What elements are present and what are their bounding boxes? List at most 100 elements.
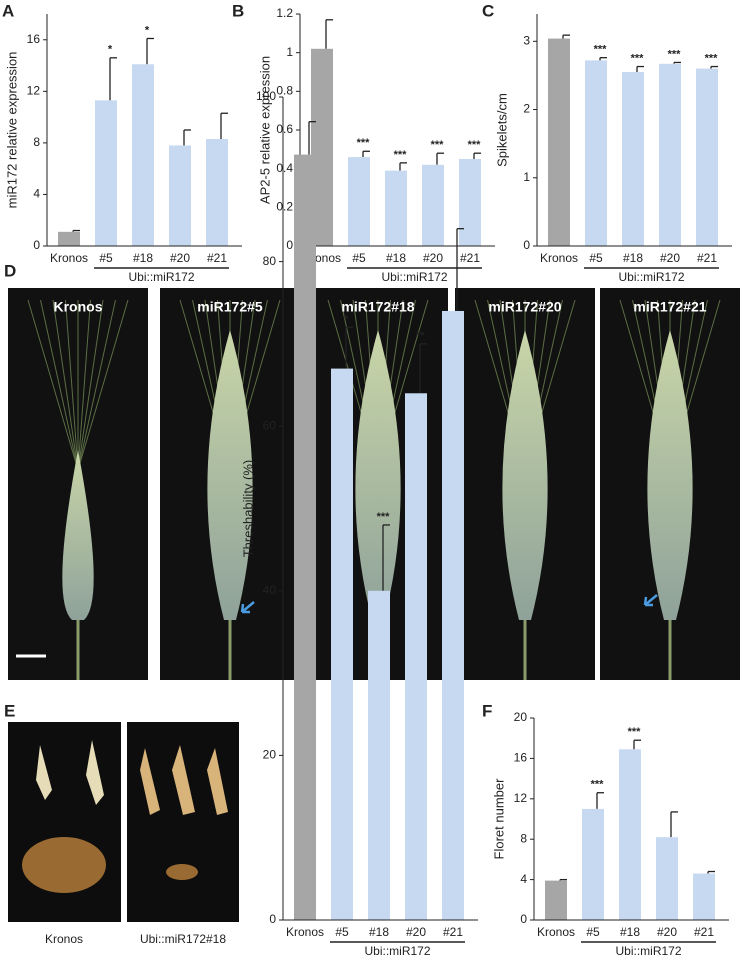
bar — [693, 873, 715, 920]
y-tick-label: 0.4 — [276, 161, 293, 175]
y-axis-label: Floret number — [491, 778, 506, 860]
x-tick-label: #5 — [99, 251, 113, 265]
significance: *** — [431, 139, 445, 151]
y-tick-label: 100 — [256, 89, 276, 103]
panel-letter: E — [4, 701, 15, 720]
awn — [40, 299, 79, 471]
x-tick-label: #18 — [620, 925, 640, 939]
y-tick-label: 3 — [523, 33, 530, 47]
bar — [294, 154, 316, 921]
x-tick-label: Kronos — [537, 925, 575, 939]
y-tick-label: 2 — [523, 102, 530, 116]
photo-label: miR172#18 — [341, 299, 414, 315]
bar — [169, 145, 191, 246]
x-tick-label: #5 — [589, 251, 603, 265]
photo — [127, 722, 239, 922]
y-tick-label: 12 — [514, 791, 528, 805]
x-tick-label: #18 — [623, 251, 643, 265]
bar — [405, 393, 427, 920]
photo-label: miR172#20 — [488, 299, 561, 315]
y-tick-label: 8 — [33, 135, 40, 149]
significance: *** — [628, 726, 642, 738]
y-tick-label: 8 — [520, 831, 527, 845]
panel-letter: B — [232, 1, 244, 20]
arrow — [240, 601, 255, 614]
x-tick-label: #21 — [207, 251, 227, 265]
x-tick-label: #20 — [423, 251, 443, 265]
y-axis-label: AP2-5 relative expression — [257, 56, 272, 204]
photo-label: Kronos — [54, 299, 103, 315]
group-label: Ubi::miR172 — [615, 944, 681, 958]
panel-letter: A — [2, 1, 14, 20]
bar — [548, 38, 570, 247]
x-tick-label: #20 — [406, 925, 426, 939]
bar — [311, 48, 333, 246]
awn — [52, 299, 79, 471]
significance: * — [108, 44, 113, 56]
bar — [331, 368, 353, 921]
significance: *** — [394, 149, 408, 161]
spike — [207, 330, 253, 620]
bar — [422, 164, 444, 246]
y-tick-label: 0 — [523, 238, 530, 252]
y-tick-label: 1 — [286, 45, 293, 59]
x-tick-label: #18 — [386, 251, 406, 265]
x-tick-label: #5 — [335, 925, 349, 939]
bar — [459, 159, 481, 246]
significance: *** — [668, 48, 682, 60]
y-tick-label: 0.2 — [276, 200, 293, 214]
grains — [166, 864, 198, 880]
bar — [442, 310, 464, 921]
awn — [77, 299, 91, 471]
y-tick-label: 0.6 — [276, 122, 293, 136]
awn — [77, 299, 116, 471]
y-tick-label: 12 — [27, 84, 41, 98]
x-tick-label: #20 — [660, 251, 680, 265]
y-tick-label: 60 — [263, 418, 277, 432]
x-tick-label: #21 — [443, 925, 463, 939]
y-tick-label: 20 — [263, 748, 277, 762]
bar — [132, 64, 154, 247]
spikelet — [36, 740, 104, 805]
x-tick-label: #21 — [460, 251, 480, 265]
x-tick-label: #5 — [352, 251, 366, 265]
panel-letter: C — [482, 1, 494, 20]
y-tick-label: 16 — [514, 751, 528, 765]
arrow — [643, 594, 658, 607]
bar — [206, 139, 228, 246]
awn — [77, 299, 129, 471]
x-tick-label: #18 — [369, 925, 389, 939]
x-tick-label: #5 — [586, 925, 600, 939]
photo-label: miR172#21 — [633, 299, 706, 315]
bar — [585, 60, 607, 247]
bar — [622, 72, 644, 246]
spike — [502, 330, 548, 620]
significance: * — [344, 313, 349, 325]
photo-panel-e: Kronos Ubi::miR172#18 — [8, 722, 239, 946]
y-tick-label: 80 — [263, 254, 277, 268]
y-tick-label: 20 — [514, 710, 528, 724]
bar — [385, 170, 407, 246]
x-tick-label: #20 — [170, 251, 190, 265]
group-label: Ubi::miR172 — [618, 270, 684, 284]
y-axis-label: Threshability (%) — [240, 460, 255, 558]
bar — [95, 100, 117, 246]
y-tick-label: 1.2 — [276, 6, 293, 20]
x-tick-label: #21 — [697, 251, 717, 265]
spikelet — [140, 745, 228, 815]
significance: * — [145, 24, 150, 36]
panel-letter: F — [482, 701, 492, 720]
bar — [545, 880, 567, 920]
y-tick-label: 16 — [27, 32, 41, 46]
y-axis-label: Spikelets/cm — [494, 93, 509, 167]
spike — [355, 330, 401, 620]
bar — [619, 749, 641, 920]
x-tick-label: #21 — [694, 925, 714, 939]
bar — [659, 63, 681, 246]
bar — [58, 231, 80, 246]
significance: *** — [591, 779, 605, 791]
bar — [656, 837, 678, 920]
x-tick-label: #20 — [657, 925, 677, 939]
group-label: Ubi::miR172 — [381, 270, 447, 284]
